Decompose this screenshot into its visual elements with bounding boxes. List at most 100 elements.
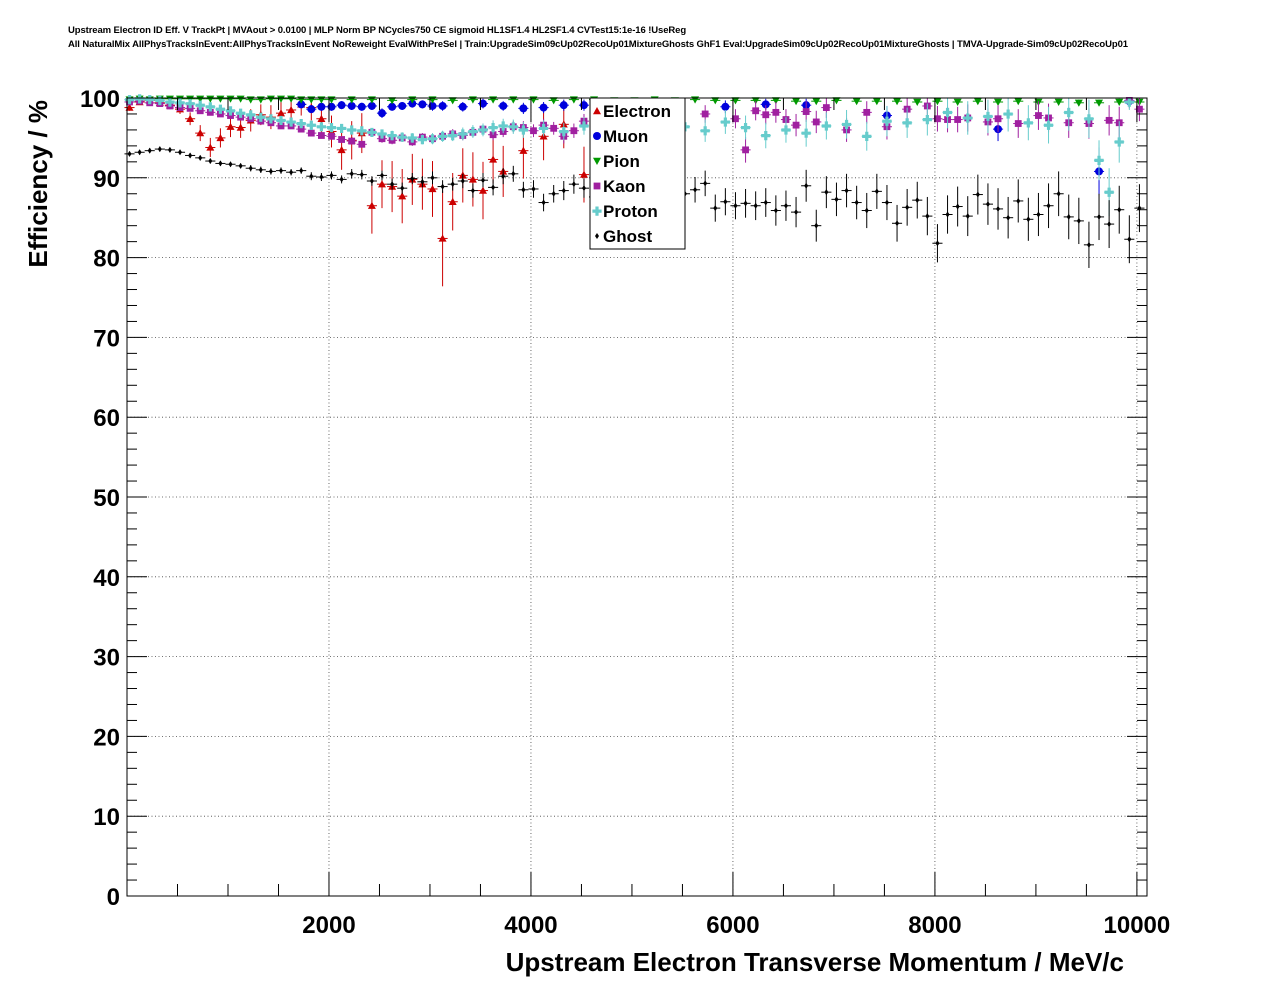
kaon-point [176,104,184,111]
ghost-point [460,177,465,184]
ghost-point [1036,211,1041,218]
ghost-point [753,202,758,209]
electron-point [468,175,477,183]
ghost-point [965,213,970,220]
ghost-point [420,178,425,185]
proton-point [720,117,730,127]
kaon-point [570,127,578,135]
ghost-point [743,200,748,207]
kaon-point [338,136,346,143]
ghost-point [733,202,738,209]
proton-point [256,112,266,122]
ghost-point [167,146,172,153]
legend-marker-ghost [595,233,599,239]
ghost-point [1006,214,1011,221]
muon-point [418,100,427,109]
ghost-point [470,187,475,194]
series-layer [124,94,1145,287]
pion-point [973,97,982,106]
kaon-point [701,110,709,118]
kaon-point [297,125,305,133]
proton-point [397,132,407,142]
kaon-point [307,129,315,137]
proton-point [1003,109,1013,119]
muon-point [337,101,346,110]
ghost-point [440,183,445,190]
ghost-point [1066,213,1071,220]
proton-point [1124,97,1134,107]
proton-point [175,98,185,108]
ghost-point [319,174,324,181]
ghost-point [430,174,435,181]
pion-point [1054,98,1063,106]
muon-point [499,101,508,110]
y-tick-label: 60 [93,405,120,432]
proton-point [417,134,427,145]
proton-point [266,114,276,124]
ghost-point [915,197,920,204]
kaon-point [348,137,356,145]
kaon-point [328,132,335,140]
ghost-point [1117,206,1122,213]
ghost-point [491,184,496,191]
electron-point [448,197,457,205]
ghost-point [1016,197,1021,204]
electron-point [478,186,487,194]
ghost-point [369,177,374,184]
kaon-point [752,107,760,115]
ghost-point [905,204,910,211]
ghost-point [228,161,233,168]
muon-point [539,103,548,112]
muon-point [478,99,487,108]
pion-point [236,95,245,103]
electron-point [398,192,407,200]
muon-point [721,102,730,111]
ghost-point [571,181,576,188]
kaon-point [1014,120,1022,127]
ghost-point [884,199,889,206]
ghost-point [1026,216,1031,223]
pion-point [1115,98,1124,106]
kaon-point [550,124,558,132]
pion-point [549,97,558,105]
proton-point [862,131,872,142]
legend-box [589,97,686,250]
ghost-point [157,146,162,153]
proton-point [478,125,488,135]
proton-point [387,131,397,141]
legend-label-kaon: Kaon [603,177,646,196]
ghost-point [521,186,526,193]
proton-point [983,111,993,122]
kaon-point [1136,105,1143,113]
y-axis-label: Efficiency / % [23,100,53,268]
ghost-point [925,213,930,220]
proton-point [740,123,751,133]
x-tick-label: 6000 [706,912,759,939]
kaon-point [206,108,214,116]
electron-point [206,143,215,151]
x-tick-label: 10000 [1104,912,1171,939]
ghost-point [208,158,213,165]
proton-point [205,102,215,112]
chart-title-line-2: All NaturalMix AllPhysTracksInEvent:AllP… [68,39,1128,50]
muon-point [579,101,588,110]
proton-point [165,97,175,107]
kaon-point [378,135,386,143]
ghost-point [874,188,879,195]
electron-point [367,201,376,209]
ghost-point [773,207,778,214]
electron-point [337,145,346,154]
pion-point [1014,97,1023,106]
proton-point [236,108,246,118]
proton-point [963,113,973,123]
kaon-point [802,108,810,115]
ghost-point [147,147,152,154]
proton-point [377,129,387,139]
proton-point [488,123,498,133]
proton-point [225,106,236,116]
electron-point [196,129,205,137]
ghost-point [127,150,132,157]
electron-point [428,184,437,193]
proton-point [246,110,256,120]
muon-point [347,101,356,110]
